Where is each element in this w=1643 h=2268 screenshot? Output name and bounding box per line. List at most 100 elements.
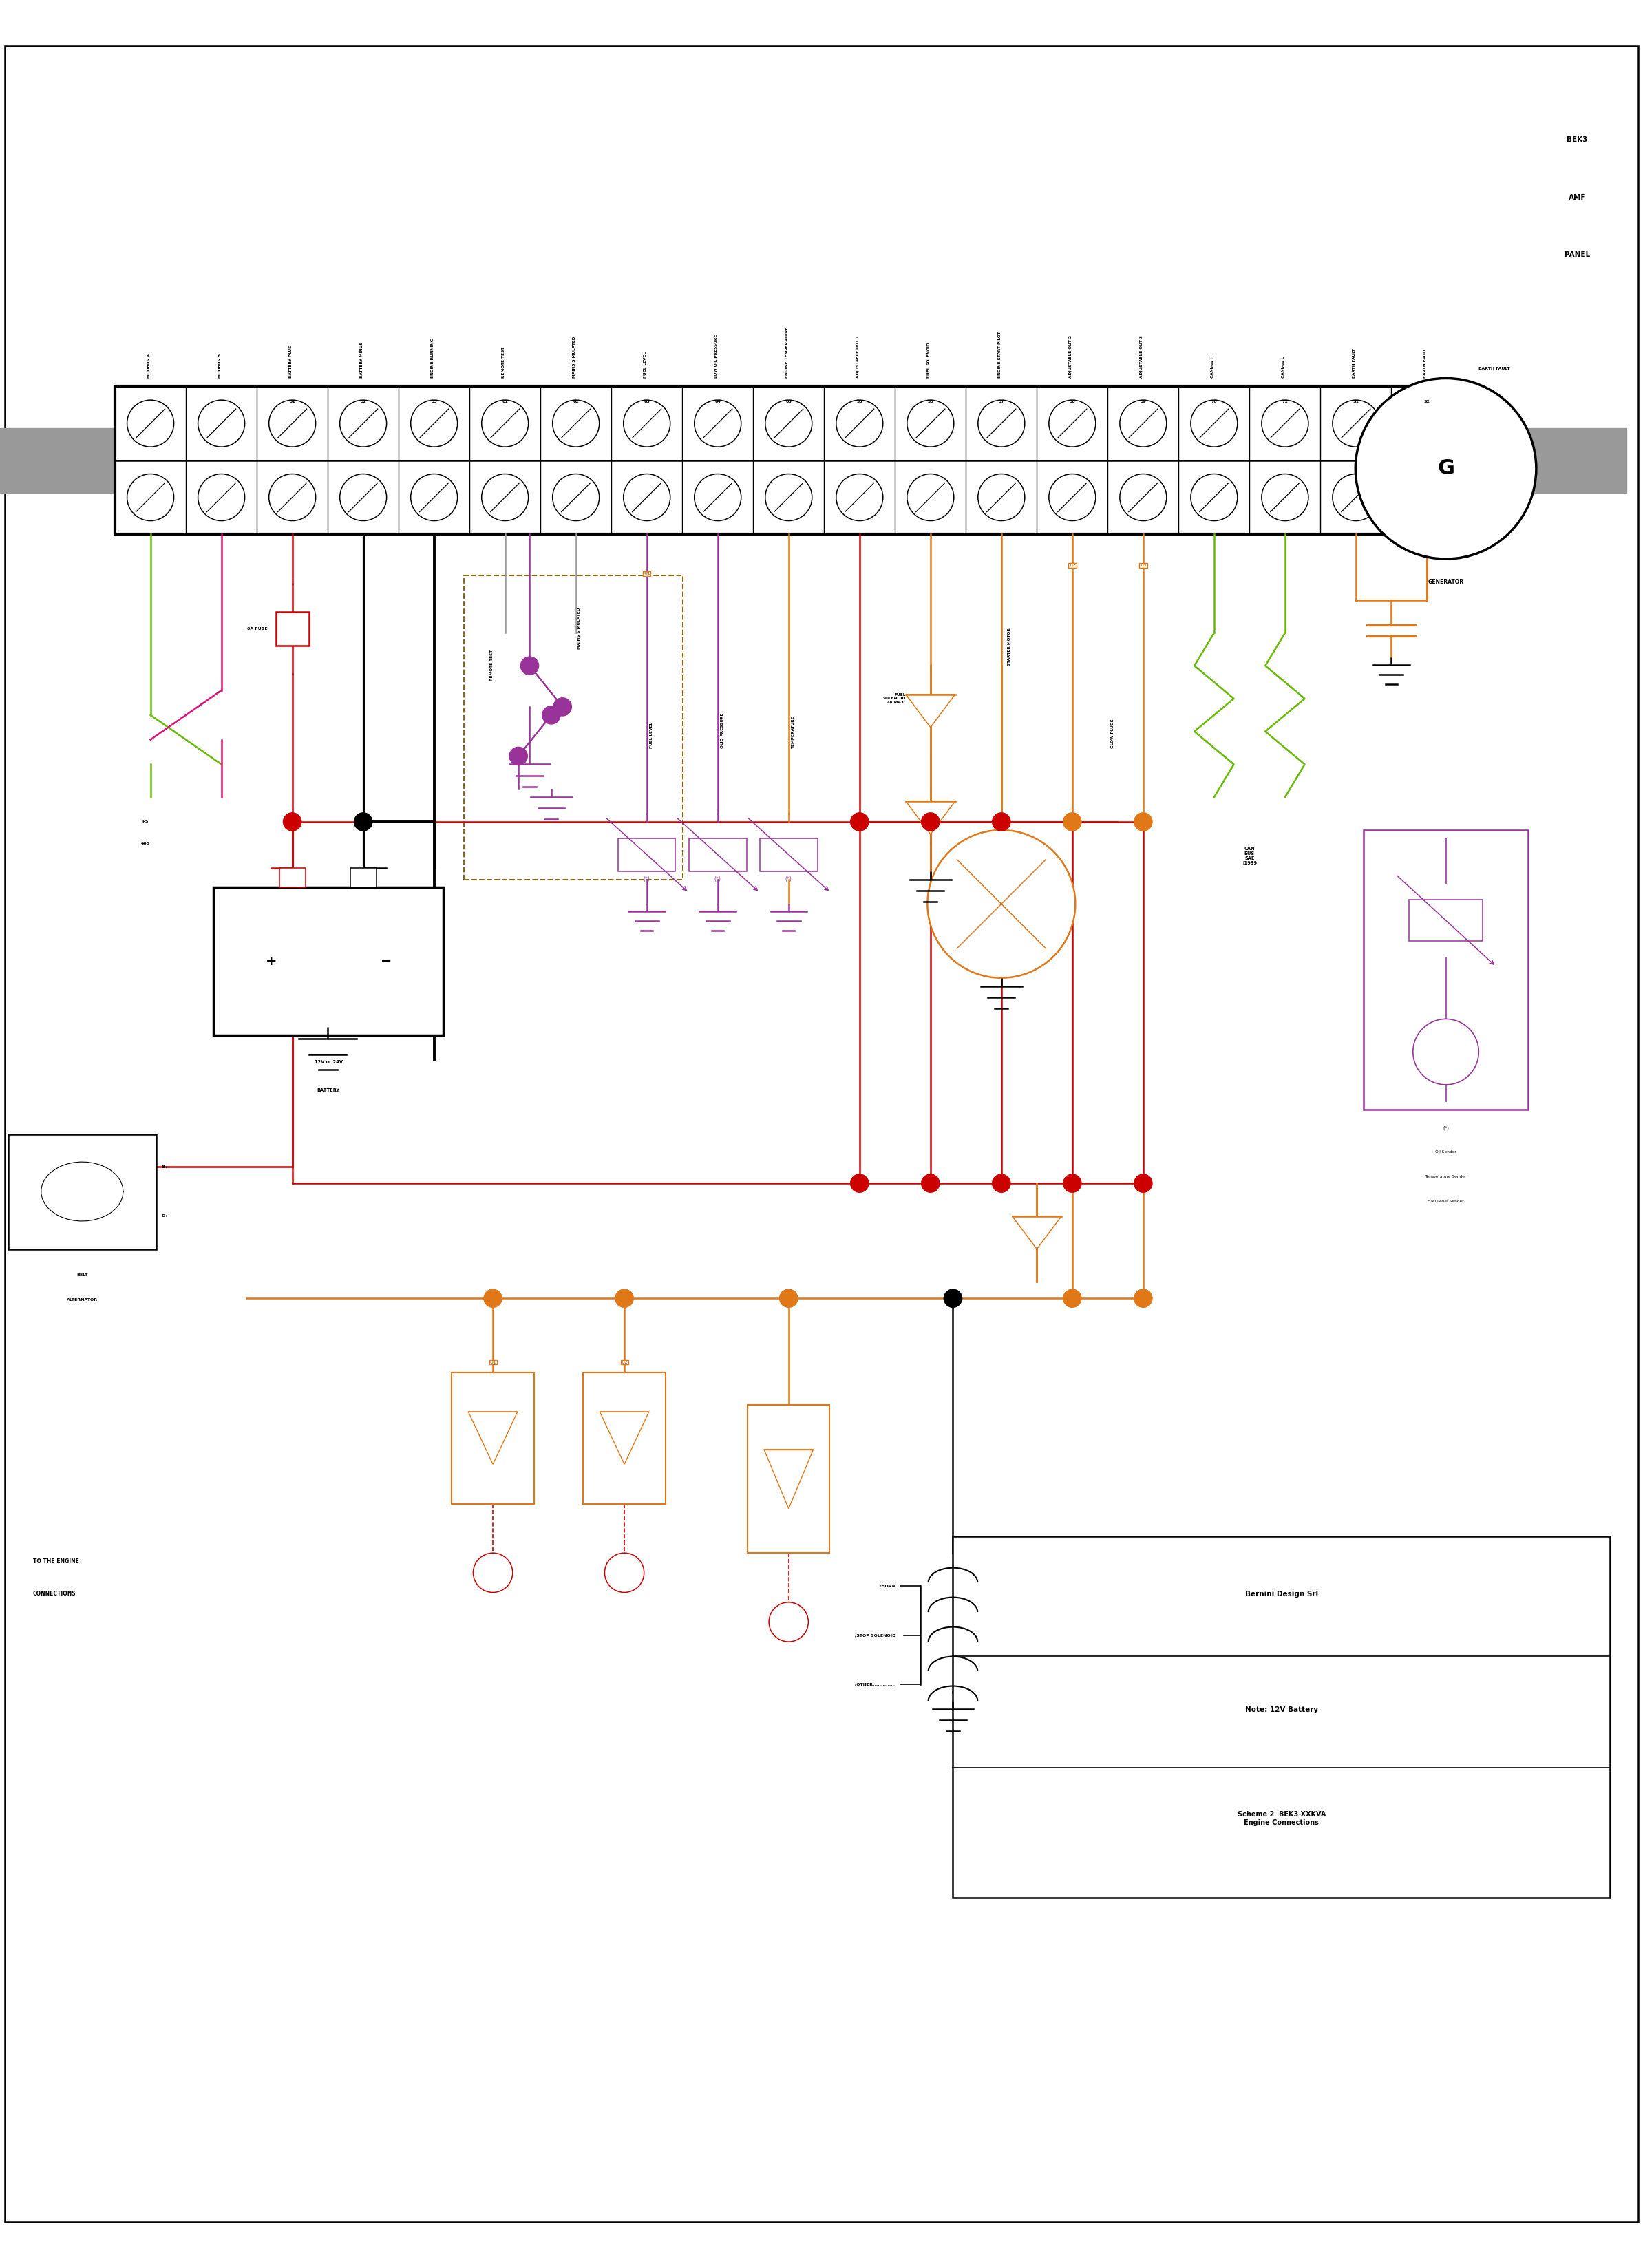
Bar (8, 1134, 156, 1250)
Bar (953, 1535, 1610, 1898)
Text: BATTERY PLUS: BATTERY PLUS (289, 345, 292, 379)
Text: 62: 62 (573, 399, 578, 404)
Text: 485: 485 (141, 841, 150, 846)
Circle shape (1063, 1288, 1081, 1306)
Text: 63: 63 (644, 399, 651, 404)
Text: CONNECTIONS: CONNECTIONS (33, 1590, 76, 1597)
Text: U2: U2 (1070, 565, 1076, 567)
Text: 52: 52 (360, 399, 366, 404)
Text: ADJUSTABLE OUT 2: ADJUSTABLE OUT 2 (1070, 336, 1073, 379)
Text: AMF: AMF (1569, 195, 1585, 202)
Text: Bernini Design Srl: Bernini Design Srl (1245, 1590, 1318, 1599)
Circle shape (851, 1175, 869, 1193)
Text: (*): (*) (785, 875, 792, 882)
Text: BELT: BELT (77, 1275, 87, 1277)
Circle shape (1121, 474, 1167, 522)
Circle shape (769, 1601, 808, 1642)
Circle shape (992, 812, 1010, 830)
Circle shape (1048, 474, 1096, 522)
Text: U1: U1 (644, 572, 651, 576)
Text: MAINS SIMULATED: MAINS SIMULATED (572, 336, 577, 379)
Circle shape (623, 399, 670, 447)
Text: U1: U1 (490, 1361, 496, 1363)
Text: 38: 38 (1070, 399, 1075, 404)
Text: ALTERNATOR: ALTERNATOR (67, 1297, 97, 1302)
Text: Scheme 2  BEK3-XXKVA
Engine Connections: Scheme 2 BEK3-XXKVA Engine Connections (1237, 1812, 1326, 1826)
Text: MAINS SIMULATED: MAINS SIMULATED (577, 608, 582, 649)
Text: ADJUSTABLE OUT 3: ADJUSTABLE OUT 3 (1140, 336, 1144, 379)
Circle shape (552, 474, 600, 522)
Text: EARTH FAULT: EARTH FAULT (1352, 349, 1355, 379)
Text: 36: 36 (927, 399, 933, 404)
Text: 51: 51 (289, 399, 296, 404)
Text: 61: 61 (503, 399, 508, 404)
Circle shape (521, 658, 539, 676)
Circle shape (1413, 1018, 1479, 1084)
Text: /STOP SOLENOID: /STOP SOLENOID (854, 1633, 895, 1637)
Text: G: G (1438, 458, 1454, 479)
Circle shape (411, 399, 457, 447)
Polygon shape (764, 1449, 813, 1508)
Circle shape (695, 474, 741, 522)
Text: S1: S1 (1352, 399, 1359, 404)
Bar (759, 839, 818, 871)
Text: MODBUS A: MODBUS A (146, 354, 151, 379)
Text: Oil Sender: Oil Sender (1436, 1150, 1456, 1154)
Circle shape (1121, 399, 1167, 447)
Text: B+: B+ (161, 1166, 168, 1168)
Bar (688, 839, 746, 871)
Text: 37: 37 (999, 399, 1004, 404)
Text: (*): (*) (715, 875, 721, 882)
Circle shape (269, 399, 315, 447)
Polygon shape (600, 1411, 649, 1465)
Text: ENGINE START PILOT: ENGINE START PILOT (997, 331, 1001, 379)
Text: REMOTE TEST: REMOTE TEST (490, 649, 493, 680)
Circle shape (1262, 399, 1308, 447)
Text: 39: 39 (1140, 399, 1147, 404)
Circle shape (483, 1288, 503, 1306)
Text: (*): (*) (644, 875, 651, 882)
Circle shape (605, 1554, 644, 1592)
Circle shape (623, 474, 670, 522)
Circle shape (922, 812, 940, 830)
Circle shape (1191, 399, 1237, 447)
Text: BEK3: BEK3 (1567, 136, 1587, 143)
Circle shape (1134, 812, 1152, 830)
Circle shape (1134, 1288, 1152, 1306)
Text: RS: RS (143, 821, 150, 823)
Text: −: − (381, 955, 391, 968)
Bar (279, 869, 306, 887)
Circle shape (1048, 399, 1096, 447)
Text: 71: 71 (1282, 399, 1288, 404)
Text: FUEL SOLENOID: FUEL SOLENOID (927, 342, 930, 379)
Circle shape (197, 399, 245, 447)
Circle shape (851, 812, 869, 830)
Circle shape (1262, 474, 1308, 522)
Text: PANEL: PANEL (1564, 252, 1590, 259)
Text: FUEL
SOLENOID
2A MAX.: FUEL SOLENOID 2A MAX. (882, 694, 905, 705)
Text: ENGINE RUNNING: ENGINE RUNNING (430, 338, 434, 379)
Bar (748, 1406, 830, 1554)
Text: 70: 70 (1211, 399, 1217, 404)
Text: 35: 35 (856, 399, 863, 404)
Text: STARTER MOTOR: STARTER MOTOR (1007, 628, 1012, 667)
Text: 6A FUSE: 6A FUSE (246, 626, 268, 631)
Circle shape (1403, 399, 1451, 447)
Circle shape (197, 474, 245, 522)
Circle shape (411, 474, 457, 522)
Circle shape (766, 399, 812, 447)
Circle shape (978, 399, 1025, 447)
Circle shape (481, 399, 529, 447)
Polygon shape (905, 694, 955, 728)
Text: S2: S2 (1424, 399, 1429, 404)
Circle shape (695, 399, 741, 447)
Text: CANbus H: CANbus H (1211, 356, 1214, 379)
Circle shape (927, 830, 1075, 978)
Bar (1462, 429, 1627, 492)
Text: 66: 66 (785, 399, 792, 404)
Text: CAN
BUS
SAE
J1939: CAN BUS SAE J1939 (1242, 846, 1257, 864)
Circle shape (542, 705, 560, 723)
Circle shape (355, 812, 373, 830)
Circle shape (992, 1175, 1010, 1193)
Circle shape (766, 474, 812, 522)
